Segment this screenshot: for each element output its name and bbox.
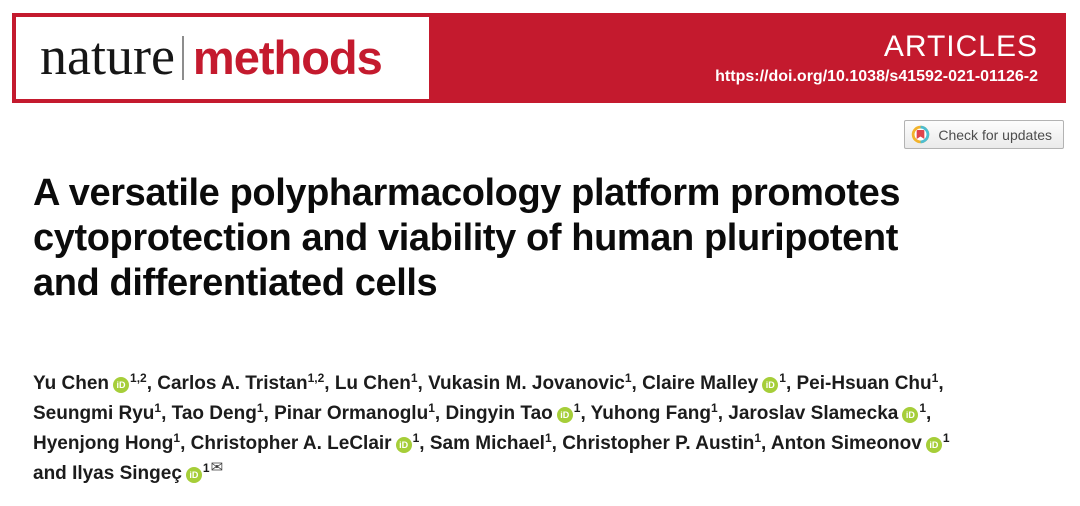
author-name: Pei-Hsuan Chu — [796, 373, 932, 394]
author-line-1: Yu Chen iD 1,2, Carlos A. Tristan1,2, Lu C… — [33, 369, 1063, 399]
author-line-4: and Ilyas Singeç iD 1✉ — [33, 459, 1063, 489]
author-affiliation-superscript: 1 — [711, 401, 718, 415]
author-separator: , — [926, 403, 932, 424]
author-separator: , — [717, 403, 729, 424]
author-separator: , — [551, 433, 563, 454]
journal-banner: nature methods ARTICLES https://doi.org/… — [12, 13, 1066, 103]
author-affiliation-superscript: 1 — [428, 401, 435, 415]
author-name: Sam Michael — [429, 433, 545, 454]
author-separator: , — [785, 373, 797, 394]
author-separator: , — [419, 433, 430, 454]
author-affiliation-superscript: 1 — [544, 431, 552, 445]
author-name: Vukasin M. Jovanovic — [428, 373, 625, 394]
author-name: Seungmi Ryu — [33, 403, 155, 424]
author-affiliation-superscript: 1 — [931, 371, 939, 385]
author-separator: , — [434, 403, 446, 424]
author-name: Ilyas Singeç — [72, 463, 182, 484]
title-line-3: and differentiated cells — [33, 262, 438, 304]
check-for-updates-button[interactable]: Check for updates — [904, 120, 1064, 149]
author-affiliation-superscript: 1 — [412, 431, 420, 445]
author-separator: , — [263, 403, 275, 424]
author-affiliation-superscript: 1 — [410, 371, 418, 385]
author-affiliation-superscript: 1 — [173, 431, 181, 445]
author-list: Yu Chen iD 1,2, Carlos A. Tristan1,2, Lu C… — [33, 369, 1063, 489]
doi-link[interactable]: https://doi.org/10.1038/s41592-021-01126… — [715, 67, 1038, 85]
orcid-icon[interactable]: iD — [762, 377, 779, 393]
author-name: Christopher P. Austin — [562, 433, 755, 454]
logo-divider — [181, 36, 184, 80]
crossmark-icon — [910, 124, 931, 145]
author-name: Carlos A. Tristan — [157, 373, 308, 394]
author-separator: , — [938, 373, 944, 394]
author-affiliation-superscript: 1 — [919, 401, 927, 415]
author-affiliation-superscript: 1,2 — [130, 371, 147, 385]
author-separator: , — [631, 373, 643, 394]
logo-methods-text: methods — [192, 30, 383, 84]
author-name: Hyenjong Hong — [33, 433, 174, 454]
title-line-1: A versatile polypharmacology platform pr… — [33, 172, 901, 214]
author-name: Christopher A. LeClair — [190, 433, 392, 454]
author-name: Yuhong Fang — [590, 403, 711, 424]
author-conjunction: and — [33, 463, 73, 484]
author-name: Pinar Ormanoglu — [274, 403, 429, 424]
author-affiliation-superscript: 1 — [573, 401, 581, 415]
author-separator: , — [180, 433, 191, 454]
author-affiliation-superscript: 1 — [202, 461, 210, 475]
check-for-updates-label: Check for updates — [938, 126, 1052, 143]
author-separator: , — [580, 403, 591, 424]
orcid-icon[interactable]: iD — [113, 377, 130, 393]
email-icon[interactable]: ✉ — [210, 459, 224, 476]
author-name: Jaroslav Slamecka — [728, 403, 899, 424]
section-label: ARTICLES — [883, 30, 1038, 64]
author-affiliation-superscript: 1,2 — [307, 371, 325, 385]
orcid-icon[interactable]: iD — [902, 407, 919, 423]
author-name: Lu Chen — [334, 373, 411, 394]
updates-row: Check for updates — [904, 120, 1064, 149]
author-affiliation-superscript: 1 — [624, 371, 632, 385]
title-line-2: cytoprotection and viability of human pl… — [33, 217, 898, 259]
author-separator: , — [161, 403, 172, 424]
author-line-2: Seungmi Ryu1, Tao Deng1, Pinar Ormanoglu… — [33, 399, 1063, 429]
author-separator: , — [146, 373, 158, 394]
author-name: Dingyin Tao — [445, 403, 553, 424]
author-separator: , — [761, 433, 771, 454]
banner-right: ARTICLES https://doi.org/10.1038/s41592-… — [715, 13, 1038, 103]
author-name: Yu Chen — [33, 373, 110, 394]
orcid-icon[interactable]: iD — [556, 407, 573, 423]
author-name: Anton Simeonov — [770, 433, 922, 454]
article-title: A versatile polypharmacology platform pr… — [33, 171, 1053, 306]
author-line-3: Hyenjong Hong1, Christopher A. LeClair iD… — [33, 429, 1063, 459]
author-name: Claire Malley — [642, 373, 759, 394]
author-name: Tao Deng — [171, 403, 257, 424]
author-separator: , — [324, 373, 335, 394]
author-affiliation-superscript: 1 — [256, 401, 264, 415]
orcid-icon[interactable]: iD — [185, 467, 202, 483]
author-separator: , — [417, 373, 429, 394]
author-affiliation-superscript: 1 — [154, 401, 162, 415]
author-affiliation-superscript: 1 — [754, 431, 762, 445]
orcid-icon[interactable]: iD — [925, 437, 942, 453]
author-affiliation-superscript: 1 — [942, 431, 950, 445]
author-affiliation-superscript: 1 — [779, 371, 786, 385]
orcid-icon[interactable]: iD — [395, 437, 412, 453]
logo-nature-text: nature — [40, 26, 175, 86]
journal-logo[interactable]: nature methods — [16, 17, 429, 99]
